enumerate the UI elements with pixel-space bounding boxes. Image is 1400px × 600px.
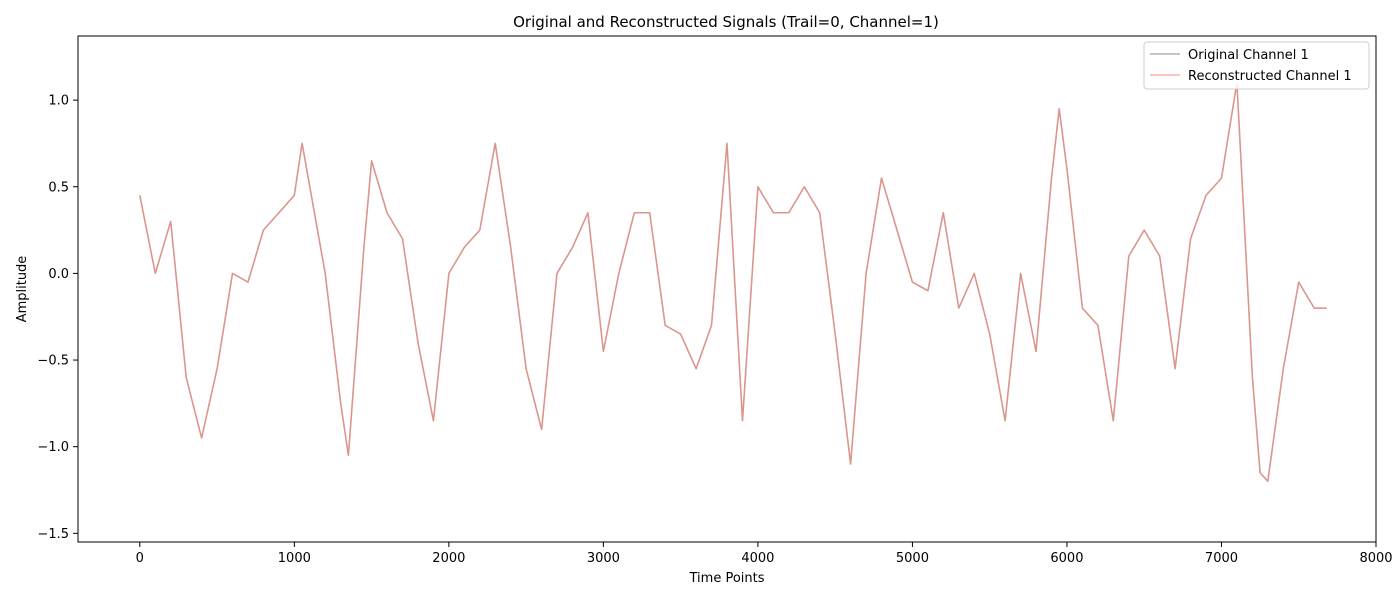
legend-box bbox=[1143, 41, 1370, 90]
legend: Original Channel 1 Reconstructed Channel… bbox=[1143, 41, 1370, 90]
x-tick-label: 3000 bbox=[587, 551, 620, 566]
y-tick-label: −1.5 bbox=[37, 527, 69, 542]
y-tick-label: 0.5 bbox=[48, 180, 69, 195]
y-tick-label: 1.0 bbox=[48, 94, 69, 109]
plot-area-frame bbox=[77, 35, 1377, 543]
x-tick-label: 0 bbox=[136, 551, 144, 566]
x-axis-title: Time Points bbox=[689, 571, 765, 586]
x-tick-label: 5000 bbox=[896, 551, 929, 566]
series-line-1 bbox=[139, 82, 1327, 483]
y-tick-label: −1.0 bbox=[37, 440, 69, 455]
x-tick-label: 7000 bbox=[1205, 551, 1238, 566]
x-tick-label: 6000 bbox=[1050, 551, 1083, 566]
x-tick-label: 1000 bbox=[278, 551, 311, 566]
x-tick-label: 2000 bbox=[432, 551, 465, 566]
x-axis: 0 1000 2000 3000 4000 5000 6000 7000 8000 bbox=[136, 542, 1393, 566]
chart-title: Original and Reconstructed Signals (Trai… bbox=[513, 13, 939, 31]
x-tick-label: 8000 bbox=[1359, 551, 1392, 566]
y-tick-label: 0.0 bbox=[48, 267, 69, 282]
y-tick-label: −0.5 bbox=[37, 354, 69, 369]
legend-label-reconstructed: Reconstructed Channel 1 bbox=[1188, 69, 1352, 84]
legend-label-original: Original Channel 1 bbox=[1188, 48, 1309, 63]
y-axis-title: Amplitude bbox=[15, 256, 30, 323]
series-layer bbox=[139, 82, 1327, 483]
x-tick-label: 4000 bbox=[741, 551, 774, 566]
y-axis: −1.5 −1.0 −0.5 0.0 0.5 1.0 bbox=[37, 94, 78, 542]
